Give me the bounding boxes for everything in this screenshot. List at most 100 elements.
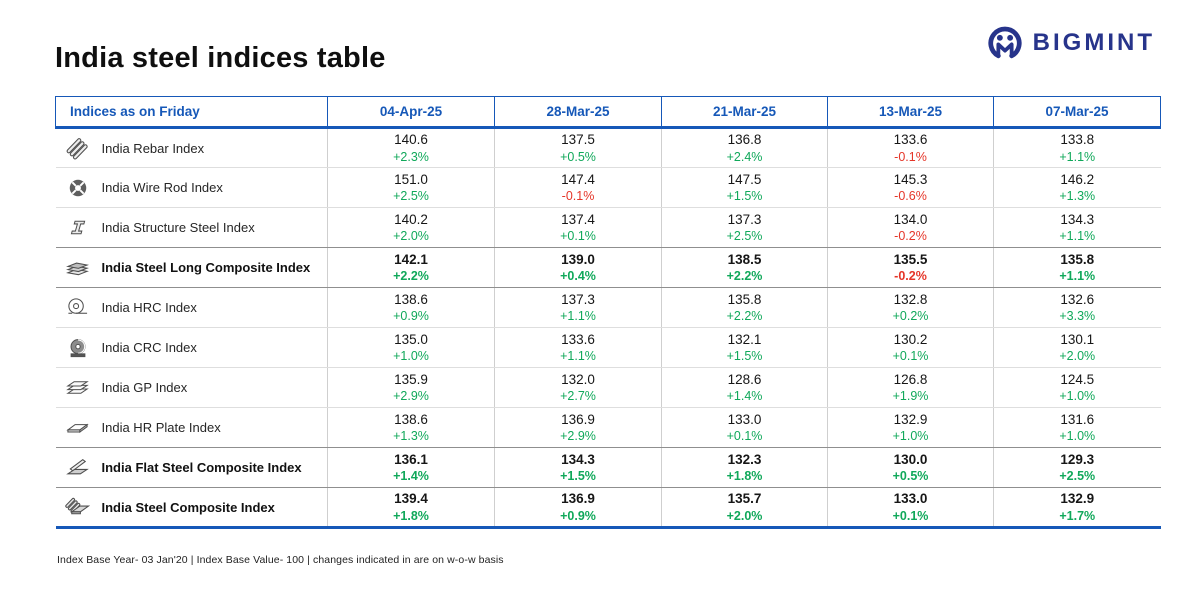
bigmint-logo-text: BIGMINT <box>1032 29 1155 56</box>
index-value-cell: 139.4 +1.8% <box>327 487 495 530</box>
wow-change: -0.2% <box>894 229 927 244</box>
wow-change: +3.3% <box>1059 309 1096 324</box>
index-value-cell: 135.8 +1.1% <box>993 247 1161 289</box>
row-label-cell: India CRC Index <box>55 327 328 369</box>
index-value: 132.1 <box>727 331 762 347</box>
index-value: 132.8 <box>893 291 928 307</box>
wow-change: -0.1% <box>894 149 927 164</box>
index-value: 138.6 <box>394 411 428 427</box>
index-value-cell: 140.6 +2.3% <box>327 127 495 169</box>
index-value-cell: 133.0 +0.1% <box>661 407 828 449</box>
date-column-header: 04-Apr-25 <box>327 96 495 129</box>
date-column-header: 07-Mar-25 <box>993 96 1161 129</box>
index-value-cell: 138.5 +2.2% <box>661 247 828 289</box>
table-header-row: Indices as on Friday 04-Apr-25 28-Mar-25 21… <box>55 96 1161 129</box>
wow-change: +0.1% <box>726 429 763 444</box>
index-value-cell: 142.1 +2.2% <box>327 247 495 289</box>
index-name: India CRC Index <box>101 340 197 356</box>
index-value: 135.8 <box>727 291 762 307</box>
gp-sheets-icon <box>65 376 91 400</box>
row-label-cell: India Flat Steel Composite Index <box>55 447 328 489</box>
index-value: 136.9 <box>561 491 595 507</box>
index-value-cell: 138.6 +1.3% <box>327 407 495 449</box>
index-value-cell: 133.6 +1.1% <box>494 327 662 369</box>
index-value-cell: 133.8 +1.1% <box>993 127 1161 169</box>
table-row: India Structure Steel Index 140.2 +2.0% 137… <box>55 207 1161 249</box>
wow-change: +1.1% <box>1059 149 1096 164</box>
wow-change: +2.3% <box>393 149 429 164</box>
index-value-cell: 130.2 +0.1% <box>827 327 994 369</box>
index-value: 145.3 <box>893 171 928 187</box>
index-value: 126.8 <box>893 371 928 387</box>
row-label-cell: India Wire Rod Index <box>55 167 328 209</box>
index-value: 135.8 <box>1060 251 1095 267</box>
index-value: 129.3 <box>1060 451 1095 467</box>
flat-composite-icon <box>65 456 91 480</box>
index-value: 130.0 <box>893 451 928 467</box>
index-value-cell: 135.9 +2.9% <box>327 367 495 409</box>
index-value: 134.3 <box>561 451 595 467</box>
index-value: 135.5 <box>893 251 928 267</box>
wow-change: +2.2% <box>393 269 429 284</box>
index-value-cell: 135.8 +2.2% <box>661 287 828 329</box>
wow-change: +1.1% <box>560 349 596 364</box>
footer-note: Index Base Year- 03 Jan'20 | Index Base … <box>57 554 504 566</box>
row-label-cell: India Steel Long Composite Index <box>55 247 328 289</box>
wow-change: +1.0% <box>393 349 429 364</box>
index-value: 138.6 <box>394 291 428 307</box>
index-value-cell: 135.7 +2.0% <box>661 487 828 530</box>
wow-change: +0.2% <box>892 309 929 324</box>
table-row: India Steel Long Composite Index 142.1 +2.… <box>55 247 1161 289</box>
index-value: 151.0 <box>394 171 428 187</box>
index-value-cell: 147.4 -0.1% <box>494 167 662 209</box>
index-value: 139.4 <box>394 491 428 507</box>
index-name: India Steel Long Composite Index <box>101 260 311 276</box>
index-value-cell: 146.2 +1.3% <box>993 167 1161 209</box>
index-value: 147.5 <box>727 171 762 187</box>
index-value: 140.6 <box>394 132 428 147</box>
index-name: India Wire Rod Index <box>101 180 223 196</box>
wow-change: +2.9% <box>560 429 596 444</box>
index-value: 146.2 <box>1060 171 1095 187</box>
wow-change: +1.1% <box>1059 229 1096 244</box>
wow-change: -0.6% <box>894 189 927 204</box>
table-row: India Rebar Index 140.6 +2.3% 137.5 +0.5% 136… <box>55 127 1161 169</box>
hr-plate-icon <box>65 416 91 440</box>
index-value: 132.0 <box>561 371 595 387</box>
row-label-cell: India HRC Index <box>55 287 328 329</box>
index-value: 139.0 <box>561 251 595 267</box>
hrc-coil-icon <box>65 296 91 320</box>
index-value: 133.0 <box>727 411 762 427</box>
bigmint-logo: BIGMINT <box>986 24 1155 62</box>
index-value-cell: 136.9 +0.9% <box>494 487 662 530</box>
wow-change: +0.1% <box>892 349 929 364</box>
wow-change: +0.5% <box>560 149 596 164</box>
index-value-cell: 132.9 +1.0% <box>827 407 994 449</box>
index-value-cell: 130.0 +0.5% <box>827 447 994 489</box>
index-value: 137.4 <box>561 211 595 227</box>
table-row: India HRC Index 138.6 +0.9% 137.3 +1.1% 135.8… <box>55 287 1161 329</box>
index-value: 131.6 <box>1060 411 1095 427</box>
wow-change: +1.7% <box>1059 508 1096 523</box>
index-value: 133.6 <box>561 331 595 347</box>
index-value: 132.9 <box>1060 491 1095 507</box>
index-value: 130.2 <box>893 331 928 347</box>
index-name: India GP Index <box>101 380 188 396</box>
index-value: 132.6 <box>1060 291 1095 307</box>
index-value: 133.8 <box>1060 132 1095 147</box>
index-value: 135.9 <box>394 371 428 387</box>
index-value: 137.3 <box>561 291 595 307</box>
index-value: 136.9 <box>561 411 595 427</box>
index-value-cell: 136.1 +1.4% <box>327 447 495 489</box>
date-column-header: 13-Mar-25 <box>827 96 994 129</box>
row-label-cell: India HR Plate Index <box>55 407 328 449</box>
index-value: 138.5 <box>727 251 762 267</box>
index-value-cell: 135.5 -0.2% <box>827 247 994 289</box>
index-name: India Rebar Index <box>101 140 205 156</box>
index-name: India Structure Steel Index <box>101 220 255 236</box>
index-value-cell: 140.2 +2.0% <box>327 207 495 249</box>
index-value-cell: 132.9 +1.7% <box>993 487 1161 530</box>
wow-change: +1.1% <box>1059 269 1096 284</box>
index-value-cell: 137.4 +0.1% <box>494 207 662 249</box>
crc-coil-icon <box>65 336 91 360</box>
